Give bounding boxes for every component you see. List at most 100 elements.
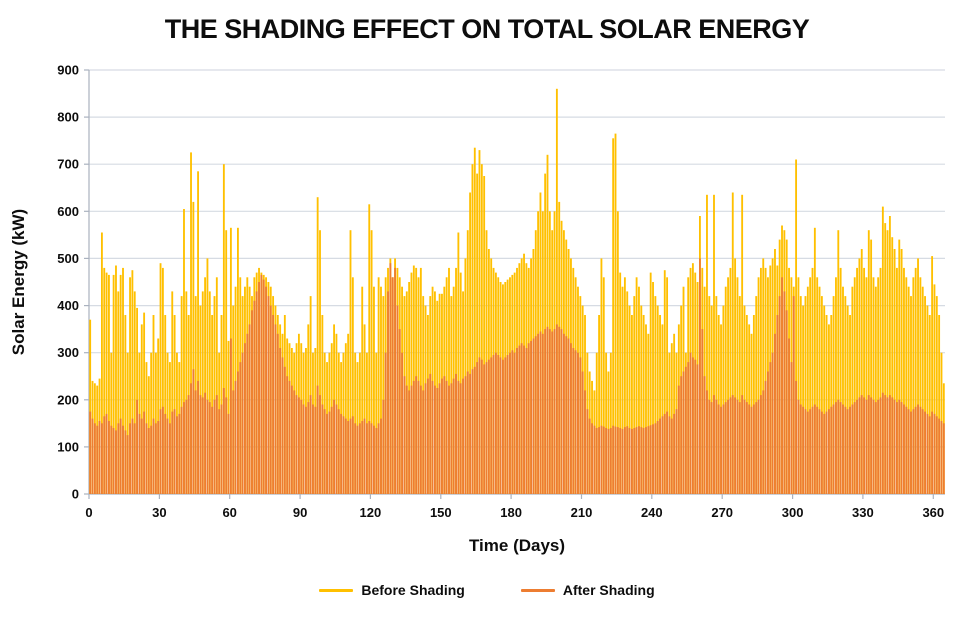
bar-before-shading	[614, 133, 617, 494]
bar-after-shading	[405, 385, 408, 494]
bar-after-shading	[471, 369, 474, 494]
bar-before-shading	[473, 147, 476, 494]
bar-after-shading	[741, 395, 744, 494]
bar-after-shading	[387, 291, 389, 494]
bar-after-shading	[849, 406, 851, 494]
bar-before-shading	[206, 258, 209, 494]
bar-before-shading	[757, 277, 760, 494]
y-tick-label: 500	[57, 251, 79, 266]
bar-after-shading	[215, 395, 218, 494]
bar-after-shading	[846, 409, 849, 494]
bar-after-shading	[675, 409, 678, 494]
bar-before-shading	[204, 277, 207, 494]
y-tick-label: 700	[57, 157, 79, 172]
bar-before-shading	[802, 305, 805, 494]
bar-before-shading	[638, 286, 640, 494]
bar-before-shading	[143, 312, 146, 494]
bar-after-shading	[942, 423, 945, 494]
bar-before-shading	[640, 305, 643, 494]
bar-before-shading	[731, 192, 734, 494]
bar-before-shading	[900, 249, 903, 494]
x-tick-label: 30	[152, 505, 166, 520]
bar-before-shading	[185, 291, 188, 494]
bar-after-shading	[830, 406, 833, 494]
y-tick-label: 100	[57, 439, 79, 454]
bar-after-shading	[684, 366, 687, 494]
bar-after-shading	[412, 380, 415, 494]
bar-after-shading	[180, 406, 183, 494]
bar-before-shading	[830, 315, 833, 494]
bar-before-shading	[150, 352, 153, 494]
y-tick-label: 900	[57, 63, 79, 78]
bar-before-shading	[642, 315, 645, 494]
bar-after-shading	[806, 411, 809, 494]
bar-after-shading	[124, 430, 127, 494]
bar-after-shading	[347, 421, 350, 494]
bar-after-shading	[100, 423, 103, 494]
bar-after-shading	[546, 326, 549, 494]
bar-before-shading	[938, 315, 941, 494]
bar-after-shading	[403, 376, 406, 494]
bar-after-shading	[476, 362, 479, 494]
bar-after-shading	[497, 355, 500, 494]
bar-after-shading	[523, 345, 525, 494]
bar-after-shading	[351, 416, 354, 494]
bar-before-shading	[893, 249, 896, 494]
bar-before-shading	[797, 277, 800, 494]
bar-after-shading	[863, 397, 866, 494]
bar-before-shading	[722, 305, 725, 494]
bar-after-shading	[907, 409, 910, 494]
bar-before-shading	[898, 239, 901, 494]
bar-before-shading	[347, 333, 350, 494]
bar-after-shading	[750, 406, 753, 494]
bar-after-shading	[227, 413, 230, 494]
bar-before-shading	[112, 274, 115, 494]
bar-after-shading	[391, 277, 394, 494]
bar-after-shading	[211, 406, 214, 494]
chart-title: THE SHADING EFFECT ON TOTAL SOLAR ENERGY	[164, 14, 810, 44]
bar-after-shading	[872, 399, 875, 494]
bar-after-shading	[588, 418, 591, 494]
bar-after-shading	[415, 376, 418, 494]
bar-after-shading	[562, 333, 565, 494]
bar-after-shading	[584, 390, 586, 494]
bar-before-shading	[818, 286, 821, 494]
bar-after-shading	[677, 385, 680, 494]
bar-after-shading	[689, 352, 692, 494]
after-shading-legend-label: After Shading	[562, 582, 655, 598]
bar-after-shading	[190, 383, 192, 494]
bar-after-shading	[516, 348, 518, 494]
bar-after-shading	[518, 345, 521, 494]
bar-before-shading	[891, 237, 894, 494]
bar-before-shading	[122, 267, 124, 494]
bar-after-shading	[767, 371, 769, 494]
bar-after-shading	[279, 348, 282, 494]
bar-after-shading	[720, 406, 722, 494]
bar-after-shading	[574, 350, 577, 494]
bar-after-shading	[654, 423, 657, 494]
bar-after-shading	[823, 413, 826, 494]
bar-after-shading	[361, 421, 364, 494]
bar-after-shading	[938, 418, 941, 494]
bar-before-shading	[851, 286, 854, 494]
bar-after-shading	[774, 333, 776, 494]
bar-after-shading	[593, 425, 596, 494]
bar-before-shading	[933, 284, 936, 494]
bar-before-shading	[213, 296, 216, 494]
bar-after-shading	[384, 352, 387, 494]
bar-after-shading	[532, 338, 535, 494]
bar-before-shading	[211, 315, 214, 494]
bar-after-shading	[204, 392, 207, 494]
bar-before-shading	[410, 272, 413, 494]
bar-after-shading	[694, 359, 697, 494]
bar-after-shading	[628, 428, 631, 494]
bar-before-shading	[469, 192, 472, 494]
bar-after-shading	[888, 395, 891, 494]
bar-after-shading	[893, 399, 896, 494]
bar-after-shading	[626, 426, 629, 494]
bar-after-shading	[645, 427, 647, 494]
bar-before-shading	[382, 296, 385, 494]
bar-before-shading	[100, 232, 103, 494]
bar-before-shading	[865, 277, 868, 494]
bar-after-shading	[466, 371, 469, 494]
